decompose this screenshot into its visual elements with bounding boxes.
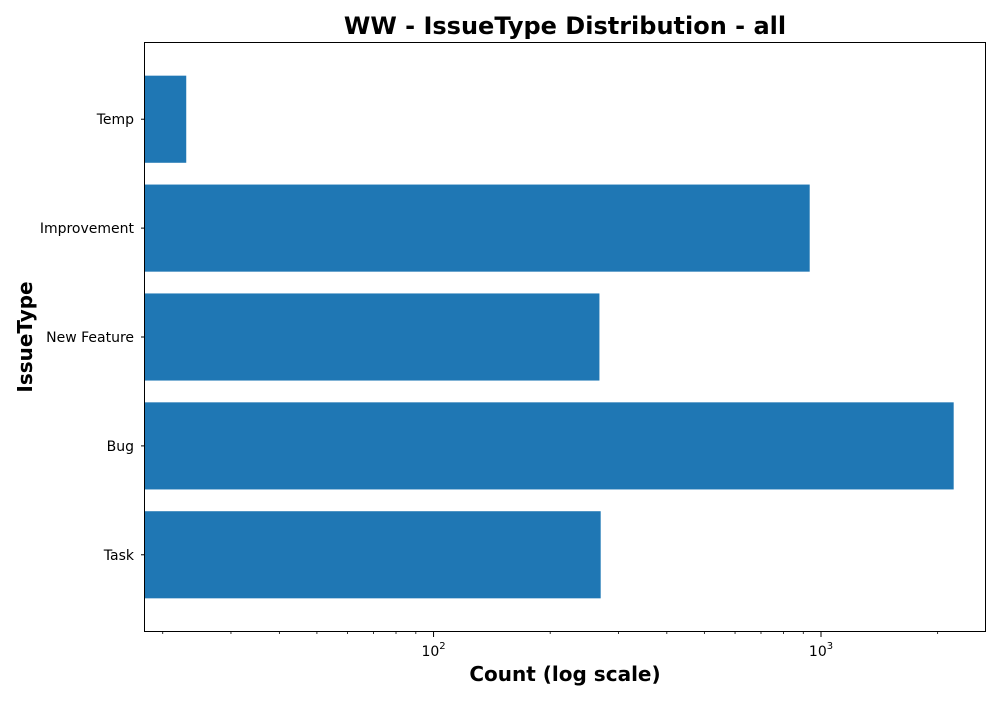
y-axis-label: IssueType: [13, 281, 37, 392]
x-tick-label-1000: 103: [809, 641, 833, 660]
x-tick-label-100: 102: [421, 641, 445, 660]
y-tick-label-bug: Bug: [107, 439, 134, 455]
chart-title: WW - IssueType Distribution - all: [344, 12, 786, 40]
bars-layer: [145, 75, 954, 599]
y-tick-label-new-feature: New Feature: [46, 330, 134, 346]
y-tick-label-temp: Temp: [96, 112, 134, 128]
ticks-layer: Task Bug New Feature Improvement Temp 102 103: [40, 112, 939, 660]
bar-task: [145, 511, 601, 599]
bar-improvement: [145, 184, 810, 272]
y-tick-label-improvement: Improvement: [40, 221, 135, 237]
bar-bug: [145, 402, 954, 490]
plot-frame: [144, 42, 986, 632]
y-tick-label-task: Task: [103, 548, 135, 564]
bar-new-feature: [145, 293, 600, 381]
bar-temp: [145, 75, 187, 163]
x-axis-label: Count (log scale): [469, 662, 660, 686]
